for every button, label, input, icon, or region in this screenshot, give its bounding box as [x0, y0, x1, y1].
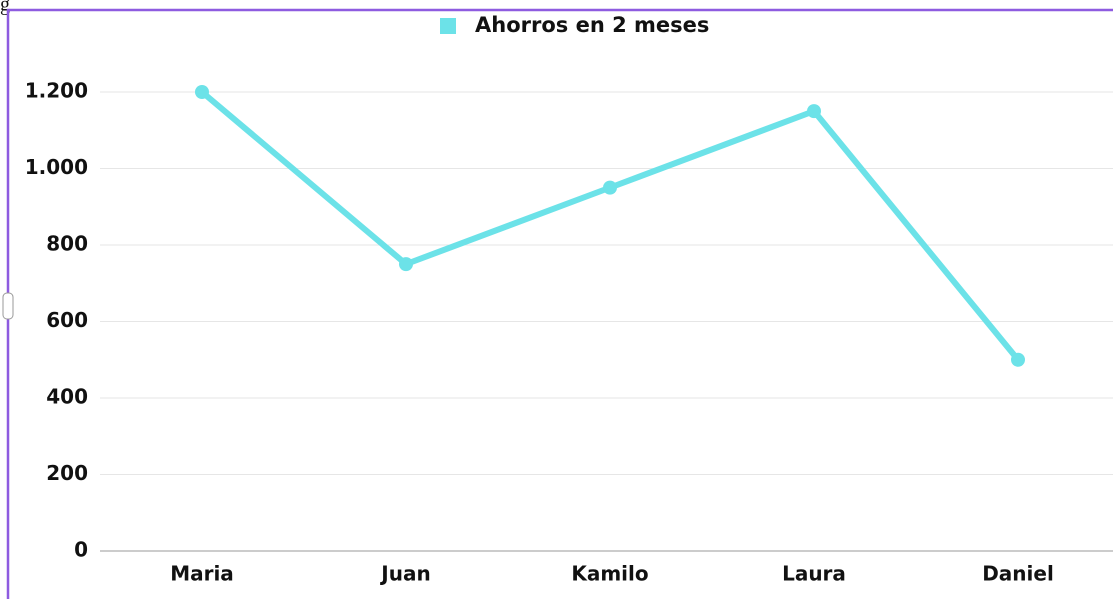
y-tick-label: 0: [74, 538, 88, 562]
legend-label: Ahorros en 2 meses: [475, 13, 709, 37]
x-tick-label: Maria: [170, 562, 234, 586]
y-tick-label: 1.200: [25, 79, 88, 103]
frame-border: [6, 8, 1113, 599]
resize-handle[interactable]: [2, 292, 14, 320]
y-tick-label: 1.000: [25, 155, 88, 179]
legend-swatch: [440, 18, 456, 34]
series-line: [200, 89, 1021, 362]
data-point: [603, 180, 617, 195]
data-point: [399, 257, 413, 272]
data-point: [807, 104, 821, 119]
x-tick-label: Kamilo: [571, 562, 648, 586]
y-tick-label: 600: [46, 308, 88, 332]
x-tick-label: Juan: [379, 562, 430, 586]
data-point: [195, 85, 209, 99]
y-tick-label: 200: [46, 461, 88, 485]
x-tick-label: Daniel: [982, 562, 1054, 586]
y-tick-label: 800: [46, 232, 88, 256]
y-tick-label: 400: [46, 385, 88, 409]
data-point: [1011, 352, 1025, 367]
x-tick-label: Laura: [782, 562, 846, 586]
corner-text: g: [0, 0, 10, 16]
